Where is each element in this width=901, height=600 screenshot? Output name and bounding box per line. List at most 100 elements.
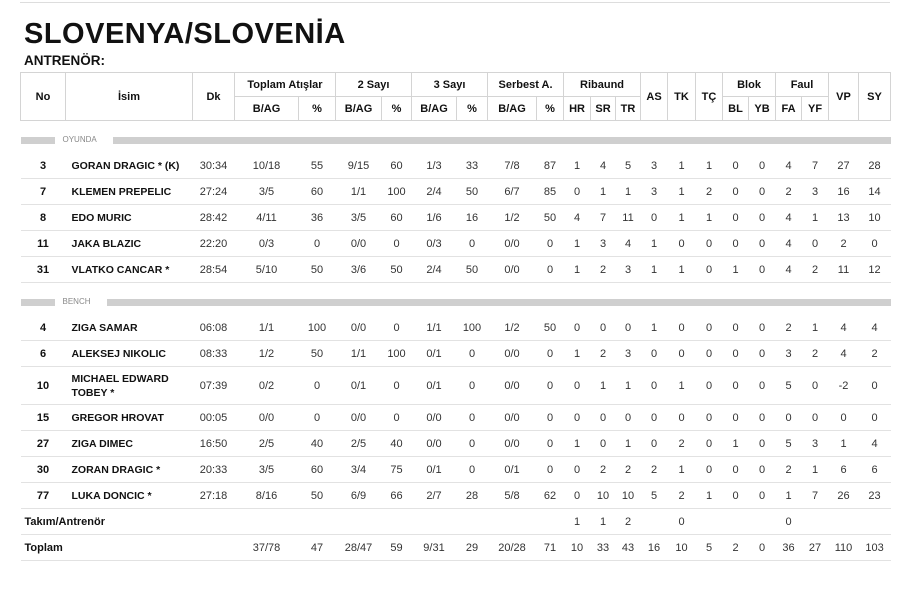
stat-cell: 62 (536, 482, 564, 509)
stat-cell: 60 (298, 456, 336, 483)
stat-cell: 0/2 (234, 366, 299, 405)
stat-cell: 0 (536, 430, 564, 457)
stat-cell: 0 (298, 230, 336, 257)
stat-cell: 28 (858, 153, 891, 179)
column-subheader: BL (722, 96, 750, 121)
section-label: OYUNDA (54, 133, 113, 146)
stat-cell (192, 534, 235, 561)
stat-cell: 75 (381, 456, 412, 483)
stat-cell: 1 (801, 456, 829, 483)
stat-cell: 50 (381, 256, 412, 283)
total-label: Toplam (20, 534, 193, 561)
stat-cell: 3 (775, 340, 802, 367)
stat-cell: 0 (563, 178, 591, 205)
stat-cell: 0 (695, 256, 723, 283)
stat-cell: 20/28 (487, 534, 537, 561)
stat-cell: 1 (667, 366, 696, 405)
stat-cell: 0/0 (335, 315, 382, 341)
stat-cell: 0 (456, 230, 488, 257)
stat-cell: 40 (298, 430, 336, 457)
stat-cell: 60 (381, 153, 412, 179)
stat-cell: 0/0 (234, 404, 299, 431)
stat-cell: 110 (828, 534, 859, 561)
player-name: ZIGA DIMEC (65, 430, 193, 457)
stat-cell: 5 (640, 482, 668, 509)
team-title: SLOVENYA/SLOVENİA (24, 18, 346, 50)
stat-cell: 0 (667, 404, 696, 431)
stat-cell: 1 (828, 430, 859, 457)
stat-cell: 28 (456, 482, 488, 509)
section-bar: OYUNDA (20, 133, 891, 146)
stat-cell: 37/78 (234, 534, 299, 561)
player-row: 10 MICHAEL EDWARD TOBEY * 07:39 0/2 0 0/1 0 0/1… (20, 366, 891, 405)
stat-cell: 0/0 (335, 230, 382, 257)
stat-cell: 0 (775, 508, 802, 535)
stat-cell: 20:33 (192, 456, 235, 483)
section-cell: OYUNDA (20, 121, 891, 154)
stat-cell: 1 (615, 430, 641, 457)
stat-cell: 2 (640, 456, 668, 483)
stat-cell: 0 (722, 456, 749, 483)
stat-cell: 0 (381, 404, 412, 431)
stat-cell: 50 (456, 256, 488, 283)
stat-cell: 4 (858, 315, 891, 341)
stat-cell: 0 (456, 366, 488, 405)
stat-cell: 7 (801, 153, 829, 179)
stat-cell: 100 (456, 315, 488, 341)
player-row: 7 KLEMEN PREPELIC 27:24 3/5 60 1/1 100 2/4 50 6/7… (20, 178, 891, 205)
stat-cell: 3/5 (234, 178, 299, 205)
stat-cell: 1 (667, 178, 696, 205)
stat-cell: 7/8 (487, 153, 537, 179)
stat-cell: 1 (615, 178, 641, 205)
stat-cell: 1 (667, 256, 696, 283)
stat-cell: 0 (381, 366, 412, 405)
column-header: TK (667, 72, 697, 121)
player-name: KLEMEN PREPELIC (65, 178, 193, 205)
stat-cell: 2/4 (411, 256, 457, 283)
section-row: BENCH (20, 283, 891, 316)
stat-cell: 2 (775, 315, 802, 341)
stat-cell: 27 (801, 534, 829, 561)
player-number: 31 (20, 256, 66, 283)
stat-cell: 30:34 (192, 153, 235, 179)
player-number: 6 (20, 340, 66, 367)
stat-cell: 55 (298, 153, 336, 179)
stat-cell: 0/0 (411, 430, 457, 457)
player-number: 15 (20, 404, 66, 431)
stat-cell: 5 (775, 430, 802, 457)
stat-cell: 0 (563, 404, 591, 431)
stat-cell: 0 (775, 404, 802, 431)
coach-label: ANTRENÖR: (24, 53, 105, 68)
stat-cell: 4 (615, 230, 641, 257)
stat-cell: 10 (590, 482, 616, 509)
stat-cell: 0 (381, 230, 412, 257)
stat-cell: 0 (828, 404, 859, 431)
stat-cell: 10/18 (234, 153, 299, 179)
stat-cell: 1/1 (335, 340, 382, 367)
stat-cell: 50 (298, 482, 336, 509)
stat-cell: 0 (748, 315, 776, 341)
stat-cell: 2/4 (411, 178, 457, 205)
stat-cell: 1 (695, 153, 723, 179)
stat-cell: 0 (858, 230, 891, 257)
team-label: Takım/Antrenör (20, 508, 193, 535)
stat-cell: 1 (640, 315, 668, 341)
stat-cell: 36 (298, 204, 336, 231)
stat-cell: 2 (615, 508, 641, 535)
player-number: 11 (20, 230, 66, 257)
stat-cell: 14 (858, 178, 891, 205)
stat-cell: 100 (381, 178, 412, 205)
stat-cell: 50 (536, 204, 564, 231)
stat-cell: 8/16 (234, 482, 299, 509)
column-subheader: YF (801, 96, 830, 121)
stat-cell: 0 (298, 404, 336, 431)
stat-cell: 9/15 (335, 153, 382, 179)
stat-cell: 5 (775, 366, 802, 405)
stat-cell: 0 (722, 404, 749, 431)
stat-cell: 1 (563, 153, 591, 179)
stat-cell: 6/7 (487, 178, 537, 205)
stat-cell: 1 (563, 340, 591, 367)
stat-cell (456, 508, 488, 535)
stat-cell: 0 (748, 230, 776, 257)
player-number: 7 (20, 178, 66, 205)
